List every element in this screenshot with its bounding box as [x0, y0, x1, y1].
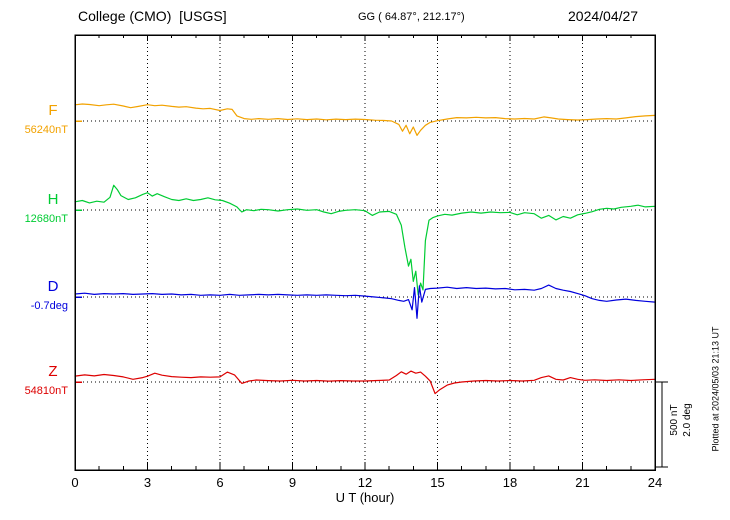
station-title: College (CMO) [USGS]	[78, 8, 227, 24]
geographic-coords: GG ( 64.87°, 212.17°)	[358, 11, 465, 23]
component-letter-z: Z	[48, 363, 58, 380]
x-tick-label: 9	[288, 475, 297, 490]
component-letter-d: D	[47, 278, 59, 295]
component-baseline-value-h: 12680nT	[24, 213, 68, 225]
scale-bar-labels: 500 nT 2.0 deg	[668, 390, 696, 450]
plot-date: 2024/04/27	[568, 8, 639, 24]
x-tick-label: 3	[143, 475, 152, 490]
x-tick-label: 18	[502, 475, 518, 490]
x-axis-title: U T (hour)	[335, 490, 395, 505]
component-letter-h: H	[47, 191, 59, 208]
component-letter-f: F	[48, 102, 58, 119]
x-tick-label: 12	[357, 475, 373, 490]
component-baseline-value-d: -0.7deg	[30, 300, 68, 312]
scale-bar-deg-label: 2.0 deg	[682, 403, 693, 437]
component-baseline-value-f: 56240nT	[24, 124, 68, 136]
x-tick-label: 15	[430, 475, 445, 490]
x-tick-label: 6	[216, 475, 224, 490]
x-tick-label: 21	[575, 475, 590, 490]
plotted-at-note: Plotted at 2024/05/03 21:13 UT	[710, 326, 721, 452]
x-tick-label: 0	[71, 475, 79, 490]
x-tick-label: 24	[647, 475, 663, 490]
scale-bar-nt-label: 500 nT	[669, 404, 680, 436]
component-baseline-value-z: 54810nT	[24, 385, 68, 397]
